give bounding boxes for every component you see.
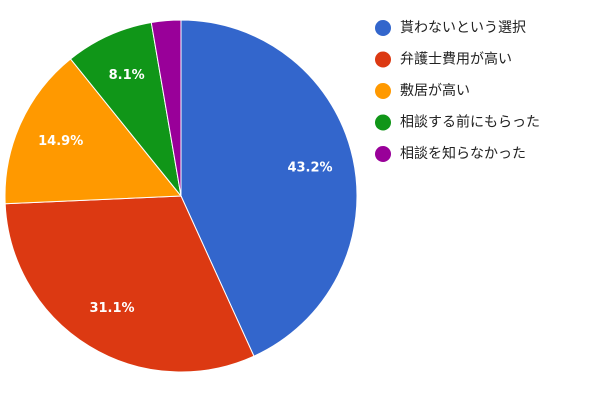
- legend-label: 弁護士費用が高い: [400, 51, 512, 68]
- pie-slice: [69, 21, 182, 198]
- slice-label: 8.1%: [109, 68, 145, 83]
- legend-label: 相談を知らなかった: [400, 145, 526, 162]
- legend-marker: [375, 146, 391, 162]
- legend-marker: [375, 83, 391, 99]
- slice-label: 43.2%: [287, 161, 332, 176]
- pie-slice: [4, 58, 183, 205]
- slice-label: 14.9%: [38, 134, 83, 149]
- legend-marker: [375, 20, 391, 36]
- pie-slice: [180, 19, 358, 357]
- legend-label: 敷居が高い: [400, 82, 470, 99]
- pie-slice: [150, 19, 182, 197]
- legend-marker: [375, 51, 391, 68]
- legend-label: 相談する前にもらった: [400, 114, 540, 131]
- pie-slice: [4, 195, 255, 373]
- legend-marker: [375, 114, 391, 131]
- slice-label: 31.1%: [89, 301, 134, 316]
- legend-label: 貰わないという選択: [400, 20, 526, 36]
